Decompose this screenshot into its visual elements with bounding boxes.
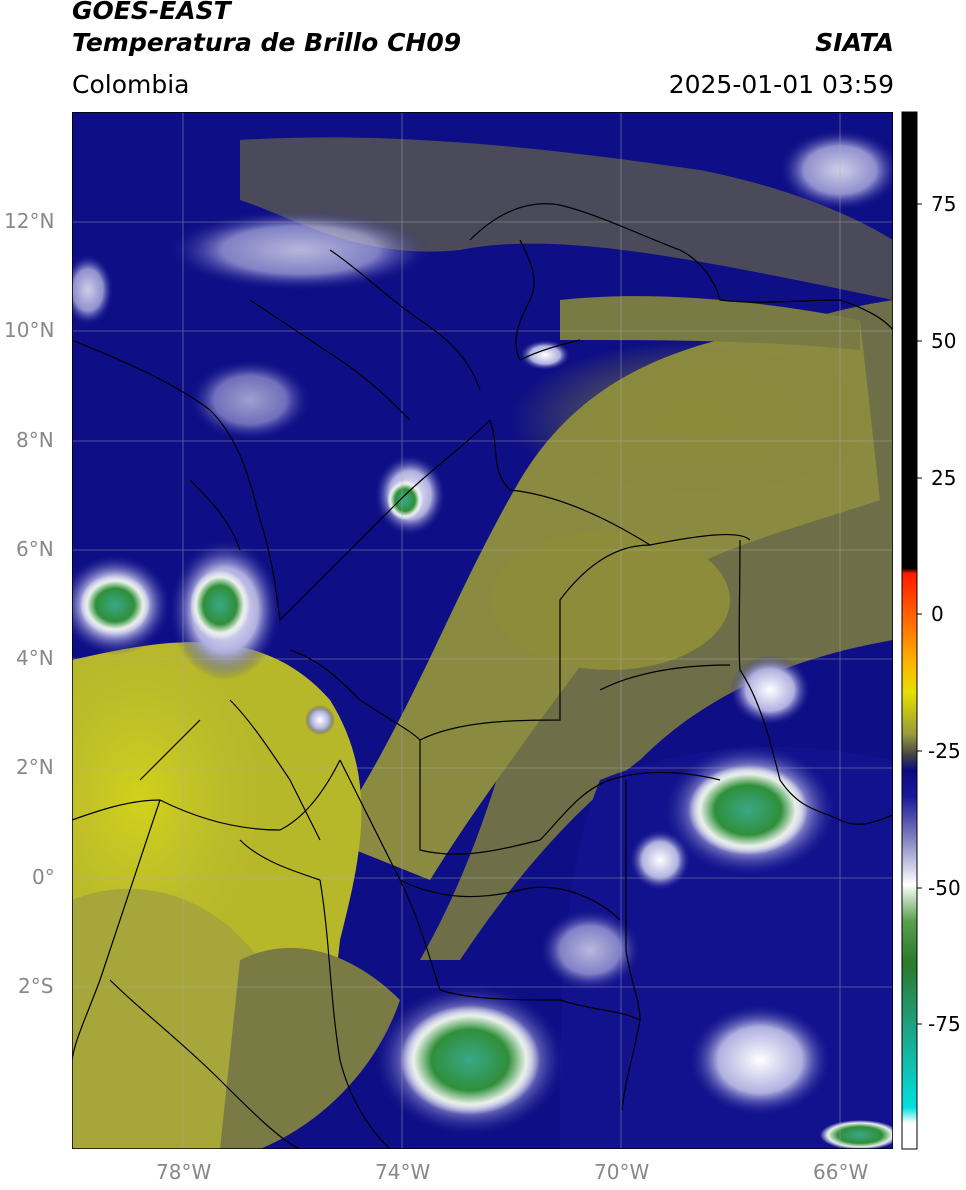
borders [72,203,893,1149]
lon-tick: 78°W [156,1160,212,1184]
gridlines [72,112,893,1149]
region-label: Colombia [72,70,190,99]
lat-tick: 2°N [16,755,54,779]
lat-tick: 4°N [16,646,54,670]
colorbar-label: 50 [931,329,957,353]
lat-tick: 12°N [4,209,55,233]
satellite-title: GOES-EAST [72,0,231,25]
lon-tick: 66°W [813,1160,869,1184]
imagery [72,112,893,1149]
lat-tick: 6°N [16,537,54,561]
colorbar [901,111,918,1150]
lat-tick: 0° [32,865,55,889]
datetime-label: 2025-01-01 03:59 [668,70,894,99]
product-title: Temperatura de Brillo CH09 [72,28,462,57]
colorbar-ticks [917,203,922,1025]
lon-tick: 70°W [594,1160,650,1184]
colorbar-label: -75 [928,1012,961,1036]
lat-tick: 2°S [18,974,54,998]
agency-label: SIATA [815,28,894,57]
colorbar-label: 25 [931,466,957,490]
colorbar-label: 0 [931,602,944,626]
lat-tick: 10°N [4,318,55,342]
colorbar-label: -25 [928,739,961,763]
colorbar-label: -50 [928,876,961,900]
lat-tick: 8°N [16,428,54,452]
colorbar-label: 75 [931,192,957,216]
lon-tick: 74°W [375,1160,431,1184]
